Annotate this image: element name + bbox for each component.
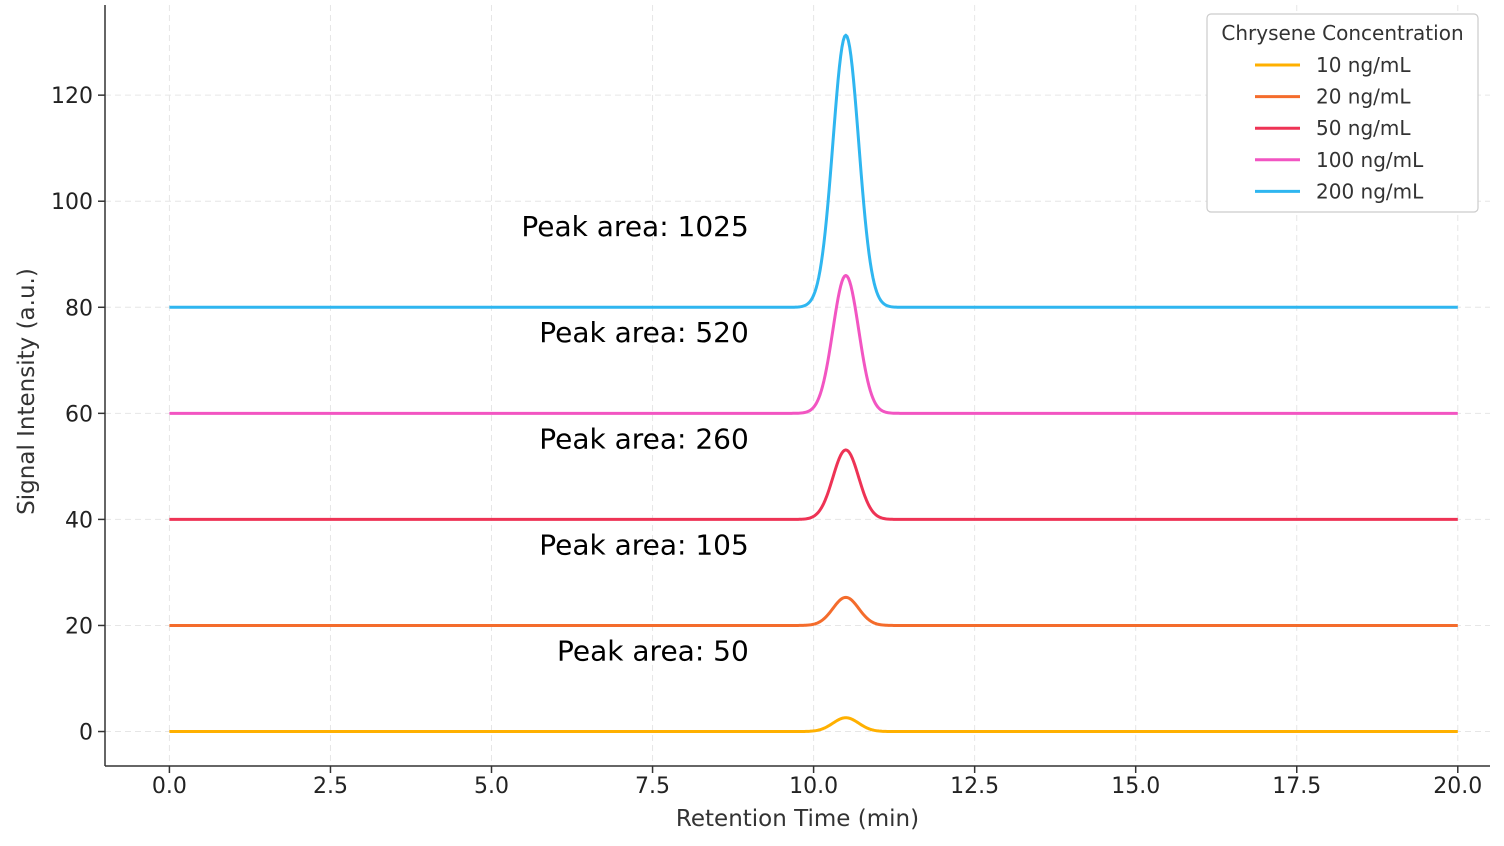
legend-label: 50 ng/mL bbox=[1316, 116, 1411, 140]
y-tick-label: 100 bbox=[51, 190, 93, 215]
series-lines bbox=[169, 33, 1458, 734]
peak-area-label: Peak area: 105 bbox=[539, 528, 749, 561]
legend-title: Chrysene Concentration bbox=[1221, 21, 1463, 45]
legend-items: 10 ng/mL 20 ng/mL 50 ng/mL 100 ng/mL 200 ng/… bbox=[1255, 53, 1424, 203]
series-line-4 bbox=[169, 33, 1458, 309]
x-tick-label: 20.0 bbox=[1433, 774, 1482, 799]
x-tick-label: 5.0 bbox=[474, 774, 509, 799]
legend-label: 10 ng/mL bbox=[1316, 53, 1411, 77]
legend-label: 200 ng/mL bbox=[1316, 179, 1424, 203]
x-tick-label: 7.5 bbox=[635, 774, 670, 799]
x-axis-ticks: 0.0 2.5 5.0 7.5 10.0 12.5 15.0 17.5 20.0 bbox=[152, 766, 1482, 799]
x-axis-label: Retention Time (min) bbox=[676, 806, 919, 832]
legend: Chrysene Concentration 10 ng/mL 20 ng/mL 5… bbox=[1206, 13, 1479, 213]
y-tick-label: 80 bbox=[65, 296, 93, 321]
series-line-3 bbox=[169, 273, 1458, 415]
x-tick-label: 17.5 bbox=[1272, 774, 1321, 799]
peak-area-label: Peak area: 1025 bbox=[521, 210, 748, 243]
x-tick-label: 12.5 bbox=[950, 774, 999, 799]
y-tick-label: 60 bbox=[65, 402, 93, 427]
series-line-0 bbox=[169, 716, 1458, 734]
legend-label: 100 ng/mL bbox=[1316, 148, 1424, 172]
y-axis-label: Signal Intensity (a.u.) bbox=[14, 268, 40, 515]
x-tick-label: 0.0 bbox=[152, 774, 187, 799]
x-tick-label: 10.0 bbox=[789, 774, 838, 799]
y-tick-label: 120 bbox=[51, 84, 93, 109]
y-axis-ticks: 0 20 40 60 80 100 120 bbox=[51, 84, 105, 746]
y-tick-label: 40 bbox=[65, 508, 93, 533]
x-tick-label: 15.0 bbox=[1111, 774, 1160, 799]
x-tick-label: 2.5 bbox=[313, 774, 348, 799]
series-line-1 bbox=[169, 595, 1458, 627]
peak-annotations: Peak area: 50 Peak area: 105 Peak area: 26… bbox=[521, 210, 748, 667]
legend-label: 20 ng/mL bbox=[1316, 85, 1411, 109]
series-line-2 bbox=[169, 448, 1458, 521]
peak-area-label: Peak area: 520 bbox=[539, 316, 749, 349]
axes bbox=[104, 5, 1490, 767]
peak-area-label: Peak area: 260 bbox=[539, 422, 749, 455]
peak-area-label: Peak area: 50 bbox=[557, 634, 749, 667]
y-tick-label: 20 bbox=[65, 614, 93, 639]
y-tick-label: 0 bbox=[79, 721, 93, 746]
